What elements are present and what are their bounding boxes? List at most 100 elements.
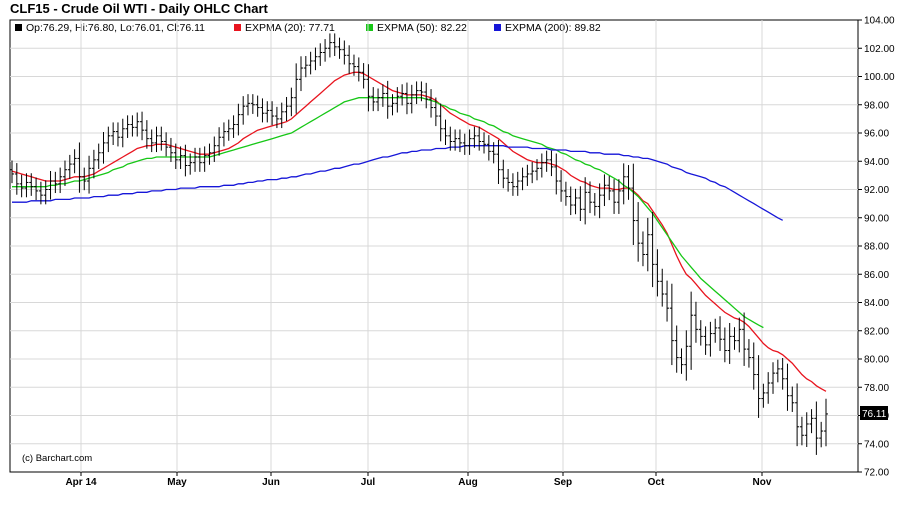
ohlc-bar bbox=[693, 301, 698, 343]
ohlc-bar bbox=[241, 96, 246, 125]
ohlc-bar bbox=[212, 136, 217, 162]
ohlc-bar bbox=[669, 283, 674, 366]
ohlc-bar bbox=[722, 327, 727, 363]
ema200-line bbox=[12, 145, 783, 221]
legend-swatch-ohlc bbox=[15, 24, 22, 31]
ohlc-bar bbox=[472, 126, 477, 148]
ohlc-bar bbox=[698, 320, 703, 346]
ohlc-bar bbox=[404, 82, 409, 115]
last-price-marker: 76.11 bbox=[860, 406, 888, 420]
ohlc-bar bbox=[520, 167, 525, 191]
ohlc-bar bbox=[356, 57, 361, 82]
ohlc-bar bbox=[453, 129, 458, 151]
ohlc-bar bbox=[742, 312, 747, 366]
ohlc-bar bbox=[140, 111, 145, 141]
ohlc-bar bbox=[544, 150, 549, 172]
ohlc-bar bbox=[231, 115, 236, 138]
x-tick-label: Jul bbox=[361, 477, 376, 488]
x-tick-label: Apr 14 bbox=[65, 477, 97, 488]
ohlc-bar bbox=[443, 119, 448, 146]
ohlc-bar bbox=[265, 101, 270, 123]
ohlc-bar bbox=[530, 161, 535, 184]
ohlc-bar bbox=[597, 183, 602, 219]
ohlc-bar bbox=[135, 112, 140, 137]
ohlc-bar bbox=[559, 170, 564, 202]
ohlc-bar bbox=[640, 231, 645, 267]
ohlc-bar bbox=[674, 325, 679, 373]
ohlc-bar bbox=[665, 280, 670, 322]
ohlc-bar bbox=[775, 359, 780, 383]
ohlc-bar bbox=[578, 186, 583, 221]
ohlc-bar bbox=[424, 82, 429, 109]
ohlc-bar bbox=[467, 129, 472, 155]
ohlc-bar bbox=[496, 139, 501, 184]
credit-label: (c) Barchart.com bbox=[22, 453, 92, 464]
ohlc-bar bbox=[563, 181, 568, 206]
ohlc-bar bbox=[790, 386, 795, 412]
ohlc-bar bbox=[29, 173, 34, 196]
ohlc-bar bbox=[327, 33, 332, 58]
ohlc-bar bbox=[318, 43, 323, 66]
ohlc-bar bbox=[756, 355, 761, 418]
legend-ema200: EXPMA (200): 89.82 bbox=[505, 22, 601, 34]
ohlc-bar bbox=[77, 142, 82, 193]
ohlc-bar bbox=[583, 177, 588, 225]
ohlc-bar bbox=[650, 211, 655, 288]
ohlc-bar bbox=[67, 154, 72, 179]
ohlc-bar bbox=[568, 186, 573, 216]
ohlc-bar bbox=[96, 143, 101, 170]
ohlc-bar bbox=[87, 155, 92, 194]
ohlc-bar bbox=[376, 88, 381, 112]
ohlc-bar bbox=[525, 164, 530, 186]
ohlc-bar bbox=[332, 33, 337, 57]
ohlc-bars bbox=[10, 33, 828, 455]
ohlc-bar bbox=[549, 150, 554, 177]
ohlc-bar bbox=[294, 63, 299, 114]
ohlc-bar bbox=[173, 143, 178, 170]
ohlc-bar bbox=[684, 330, 689, 381]
ohlc-bar bbox=[106, 126, 111, 153]
legend-ema20: EXPMA (20): 77.71 bbox=[245, 22, 335, 34]
ohlc-bar bbox=[197, 147, 202, 172]
ohlc-bar bbox=[115, 122, 120, 147]
ohlc-bar bbox=[323, 39, 328, 62]
ohlc-bar bbox=[193, 147, 198, 172]
ohlc-bar bbox=[164, 132, 169, 157]
ohlc-bar bbox=[351, 54, 356, 76]
y-tick-label: 104.00 bbox=[864, 16, 895, 27]
last-price-box bbox=[860, 406, 888, 420]
ohlc-bar bbox=[727, 322, 732, 364]
y-tick-label: 84.00 bbox=[864, 298, 889, 309]
ohlc-bar bbox=[144, 120, 149, 149]
ohlc-bar bbox=[43, 180, 48, 205]
x-axis: Apr 14 May Jun Jul Aug Sep Oct Nov bbox=[65, 472, 772, 488]
ohlc-bar bbox=[361, 63, 366, 89]
ohlc-bar bbox=[419, 81, 424, 102]
ohlc-bar bbox=[718, 316, 723, 351]
y-tick-label: 82.00 bbox=[864, 326, 889, 337]
ohlc-bar bbox=[626, 165, 631, 200]
ohlc-bar bbox=[607, 176, 612, 201]
ohlc-bar bbox=[703, 326, 708, 355]
ohlc-bar bbox=[303, 56, 308, 78]
ohlc-bar bbox=[284, 96, 289, 121]
ohlc-bar bbox=[429, 89, 434, 118]
ohlc-bar bbox=[592, 193, 597, 216]
ohlc-bar bbox=[631, 163, 636, 246]
ohlc-bar bbox=[506, 169, 511, 192]
ohlc-bar bbox=[154, 126, 159, 153]
ohlc-bar bbox=[48, 170, 53, 200]
ohlc-bar bbox=[655, 249, 660, 297]
ohlc-bar bbox=[612, 179, 617, 214]
ohlc-bar bbox=[390, 94, 395, 116]
y-tick-label: 92.00 bbox=[864, 185, 889, 196]
ohlc-bar bbox=[708, 321, 713, 357]
ohlc-bar bbox=[217, 127, 222, 156]
ohlc-bar bbox=[482, 132, 487, 154]
ohlc-bar bbox=[183, 144, 188, 177]
ohlc-bar bbox=[202, 146, 207, 172]
ohlc-bar bbox=[168, 137, 173, 162]
x-tick-label: Aug bbox=[458, 477, 477, 488]
x-tick-label: Sep bbox=[554, 477, 572, 488]
ohlc-bar bbox=[371, 87, 376, 112]
